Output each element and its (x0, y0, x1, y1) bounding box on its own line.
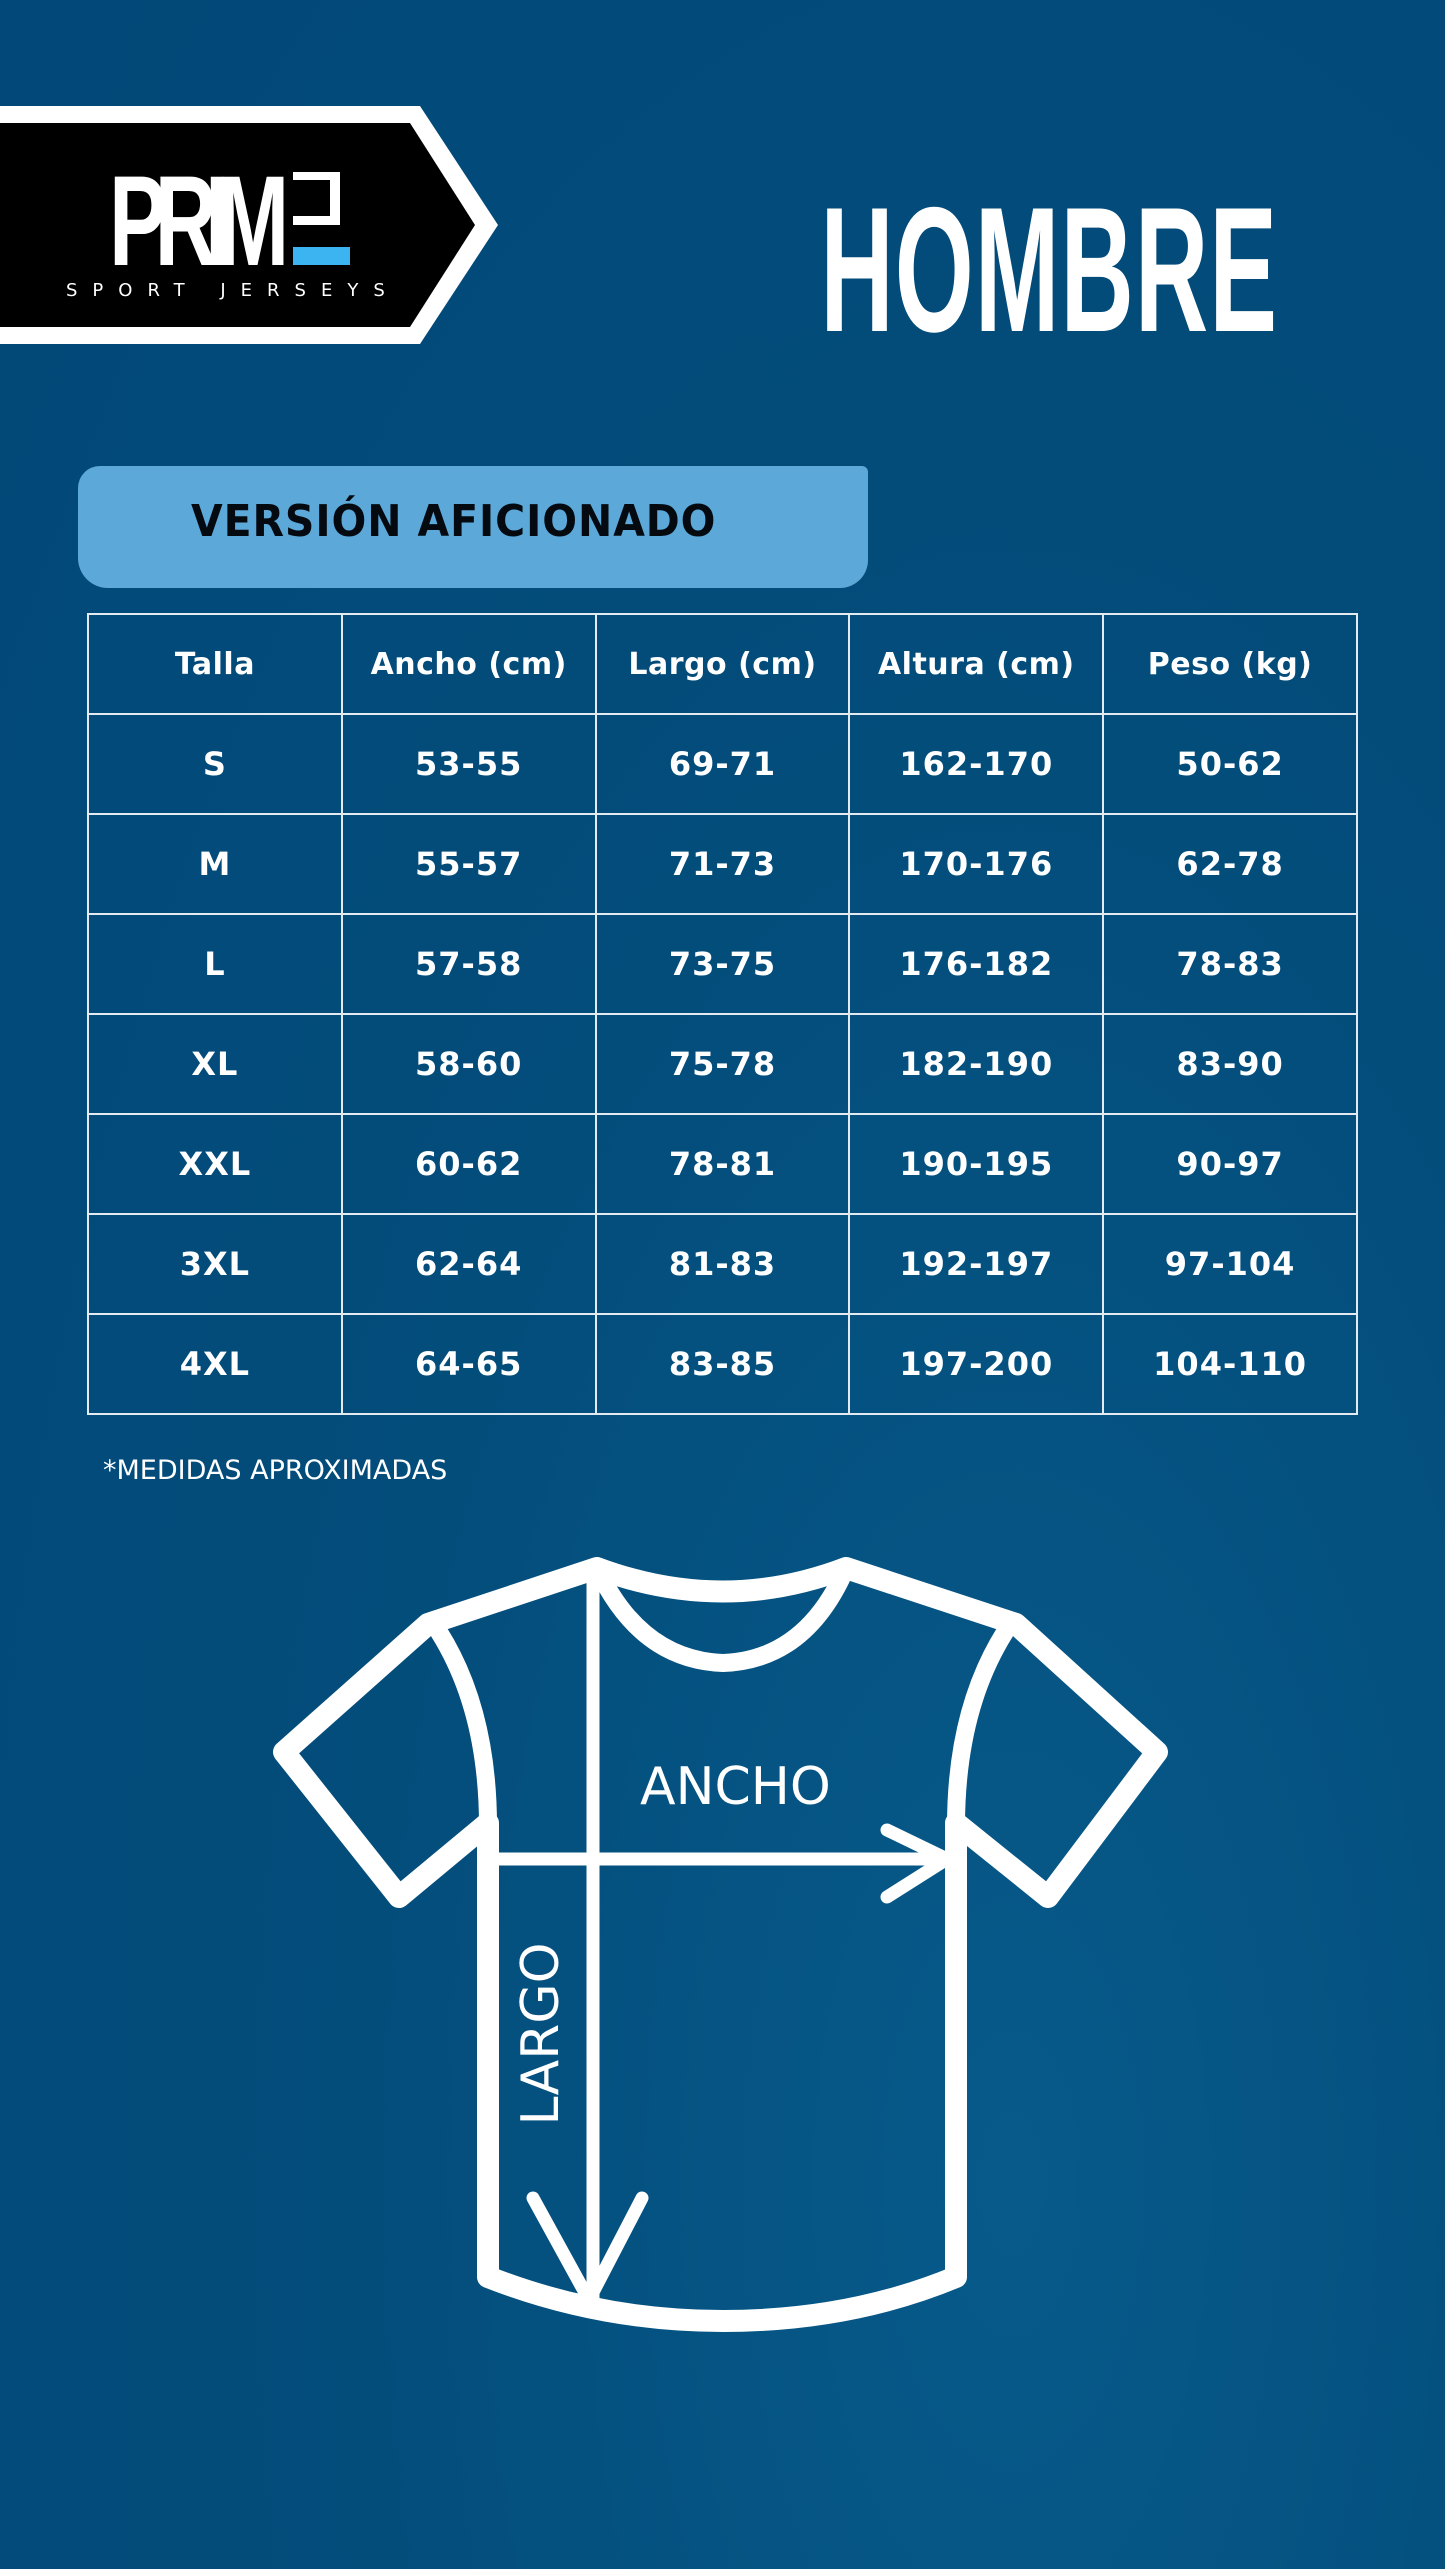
cell-length: 83-85 (594, 1313, 851, 1415)
cell-size: 4XL (87, 1313, 343, 1415)
cell-width: 55-57 (340, 813, 597, 915)
table-row: L 57-58 73-75 176-182 78-83 (87, 913, 1358, 1015)
table-row: 3XL 62-64 81-83 192-197 97-104 (87, 1213, 1358, 1315)
cell-height: 197-200 (848, 1313, 1105, 1415)
header-width: Ancho (cm) (340, 613, 597, 715)
header-height: Altura (cm) (848, 613, 1105, 715)
cell-weight: 90-97 (1102, 1113, 1358, 1215)
cell-height: 192-197 (848, 1213, 1105, 1315)
cell-size: XXL (87, 1113, 343, 1215)
svg-text:PRIM: PRIM (109, 150, 289, 293)
tshirt-neckline (588, 1559, 855, 1672)
cell-length: 73-75 (594, 913, 851, 1015)
width-label: ANCHO (640, 1757, 831, 1817)
table-header-row: Talla Ancho (cm) Largo (cm) Altura (cm) … (87, 613, 1358, 715)
cell-height: 176-182 (848, 913, 1105, 1015)
cell-weight: 50-62 (1102, 713, 1358, 815)
cell-weight: 104-110 (1102, 1313, 1358, 1415)
cell-weight: 83-90 (1102, 1013, 1358, 1115)
length-arrow (526, 1571, 649, 2307)
cell-length: 75-78 (594, 1013, 851, 1115)
cell-length: 81-83 (594, 1213, 851, 1315)
tshirt-left-armhole (430, 1623, 497, 1835)
cell-weight: 78-83 (1102, 913, 1358, 1015)
cell-width: 58-60 (340, 1013, 597, 1115)
cell-weight: 97-104 (1102, 1213, 1358, 1315)
cell-size: S (87, 713, 343, 815)
cell-height: 162-170 (848, 713, 1105, 815)
cell-size: XL (87, 1013, 343, 1115)
cell-size: 3XL (87, 1213, 343, 1315)
table-row: 4XL 64-65 83-85 197-200 104-110 (87, 1313, 1358, 1415)
header-weight: Peso (kg) (1102, 613, 1358, 715)
cell-width: 60-62 (340, 1113, 597, 1215)
length-label: LARGO (511, 1942, 571, 2125)
header-length: Largo (cm) (594, 613, 851, 715)
table-row: M 55-57 71-73 170-176 62-78 (87, 813, 1358, 915)
cell-length: 71-73 (594, 813, 851, 915)
cell-width: 57-58 (340, 913, 597, 1015)
version-badge: VERSIÓN AFICIONADO (78, 466, 868, 588)
cell-weight: 62-78 (1102, 813, 1358, 915)
table-row: S 53-55 69-71 162-170 50-62 (87, 713, 1358, 815)
page-title: HOMBRE (820, 170, 1279, 369)
cell-height: 182-190 (848, 1013, 1105, 1115)
cell-height: 170-176 (848, 813, 1105, 915)
cell-width: 53-55 (340, 713, 597, 815)
table-row: XXL 60-62 78-81 190-195 90-97 (87, 1113, 1358, 1215)
width-arrow (481, 1823, 954, 1904)
cell-width: 62-64 (340, 1213, 597, 1315)
approximate-measures-note: *MEDIDAS APROXIMADAS (103, 1455, 448, 1486)
tshirt-right-armhole (947, 1623, 1014, 1835)
tshirt-outline (273, 1557, 1168, 2332)
header-size: Talla (87, 613, 343, 715)
logo-tagline: SPORT JERSEYS (66, 280, 400, 301)
prime-sport-jerseys-logo: PRIM SPORT JERSEYS (0, 106, 498, 344)
size-chart-table: Talla Ancho (cm) Largo (cm) Altura (cm) … (87, 613, 1358, 1415)
cell-size: M (87, 813, 343, 915)
version-label: VERSIÓN AFICIONADO (191, 496, 717, 547)
cell-length: 78-81 (594, 1113, 851, 1215)
cell-size: L (87, 913, 343, 1015)
cell-height: 190-195 (848, 1113, 1105, 1215)
cell-width: 64-65 (340, 1313, 597, 1415)
cell-length: 69-71 (594, 713, 851, 815)
table-row: XL 58-60 75-78 182-190 83-90 (87, 1013, 1358, 1115)
